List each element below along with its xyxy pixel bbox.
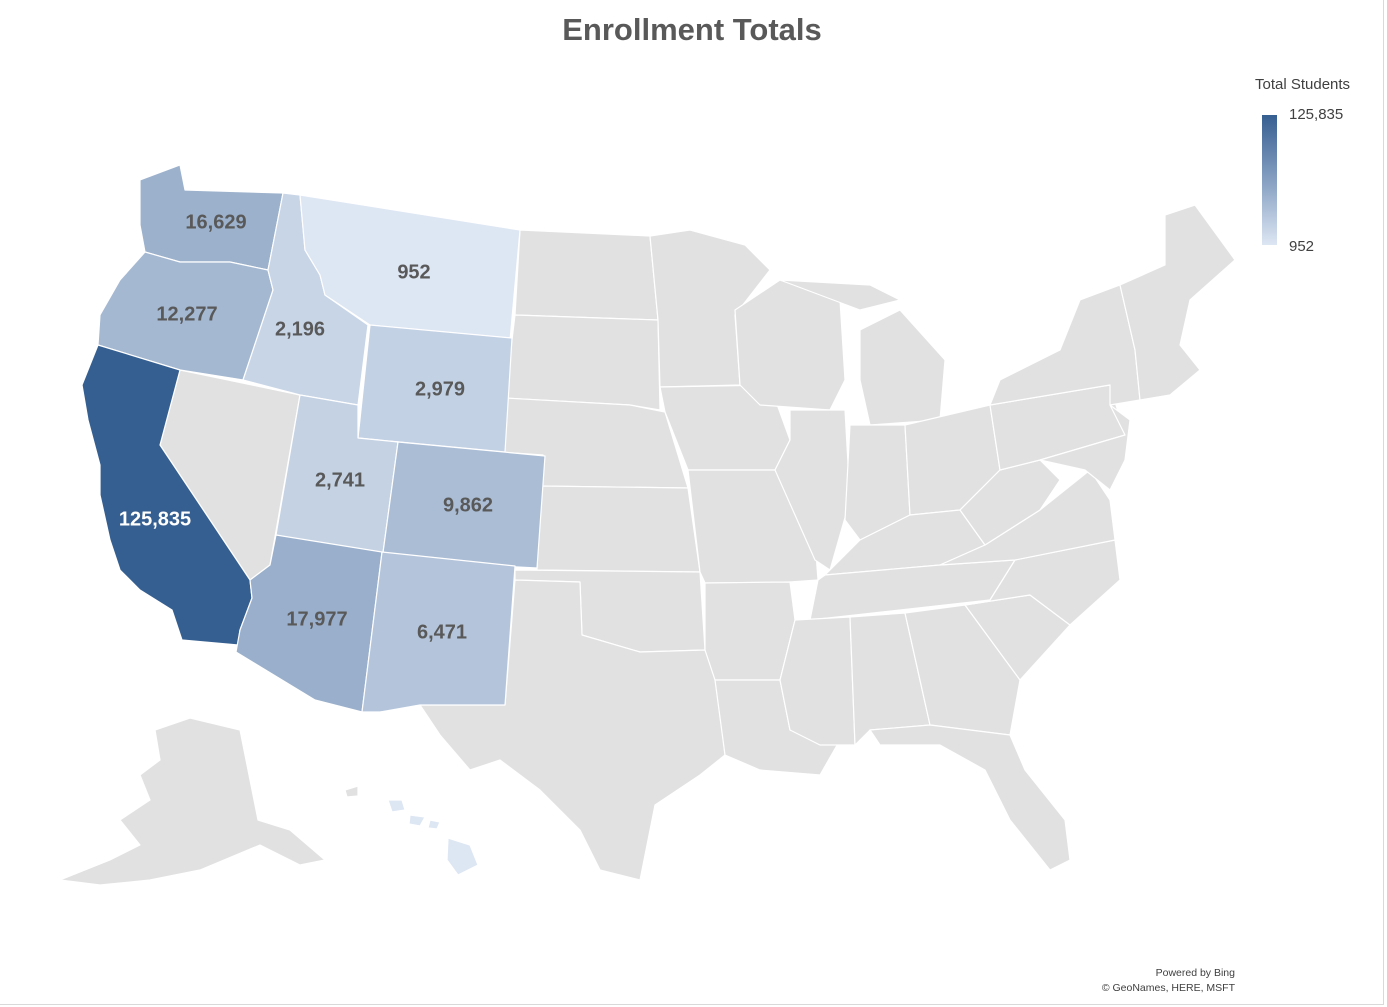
state-illinois[interactable]: [774, 409, 851, 571]
label-utah: 2,741: [315, 469, 365, 491]
state-wisconsin[interactable]: [734, 279, 846, 411]
state-hawaii[interactable]: [387, 799, 479, 876]
state-north-dakota[interactable]: [514, 229, 659, 321]
legend-max-label: 125,835: [1289, 106, 1344, 123]
state-arkansas[interactable]: [704, 581, 796, 681]
legend-title: Total Students: [1255, 76, 1351, 93]
data-states: [59, 164, 546, 886]
label-california: 125,835: [119, 508, 191, 530]
state-new-york[interactable]: [989, 284, 1141, 406]
label-new-mexico: 6,471: [417, 621, 467, 643]
state-south-dakota[interactable]: [504, 314, 661, 411]
state-new-jersey-delmarva[interactable]: [1039, 404, 1131, 491]
state-alaska[interactable]: [59, 717, 326, 886]
state-montana[interactable]: [299, 194, 521, 341]
label-colorado: 9,862: [443, 494, 493, 516]
label-arizona: 17,977: [286, 608, 347, 630]
attribution-powered-by: Powered by Bing: [1155, 967, 1235, 979]
label-montana: 952: [397, 261, 430, 283]
state-florida[interactable]: [869, 724, 1071, 871]
state-hawaii-west[interactable]: [344, 785, 359, 798]
state-georgia[interactable]: [904, 604, 1021, 736]
chart-title: Enrollment Totals: [562, 12, 822, 47]
legend-min-label: 952: [1289, 238, 1315, 255]
label-washington: 16,629: [185, 211, 246, 233]
state-mississippi[interactable]: [779, 616, 856, 746]
legend-color-scale: [1262, 115, 1277, 245]
state-colorado[interactable]: [381, 441, 546, 569]
value-labels: 16,629 12,277 125,835 2,196 952 2,979 2,…: [119, 211, 493, 643]
label-oregon: 12,277: [156, 303, 217, 325]
label-wyoming: 2,979: [415, 378, 465, 400]
state-kansas[interactable]: [536, 485, 701, 573]
map-attribution: Powered by Bing © GeoNames, HERE, MSFT: [1102, 966, 1235, 996]
attribution-copyright: © GeoNames, HERE, MSFT: [1101, 982, 1235, 994]
state-new-mexico[interactable]: [361, 551, 516, 713]
state-new-england[interactable]: [1119, 204, 1236, 401]
state-california[interactable]: [81, 344, 253, 646]
label-idaho: 2,196: [275, 318, 325, 340]
no-data-states: [159, 204, 1236, 881]
